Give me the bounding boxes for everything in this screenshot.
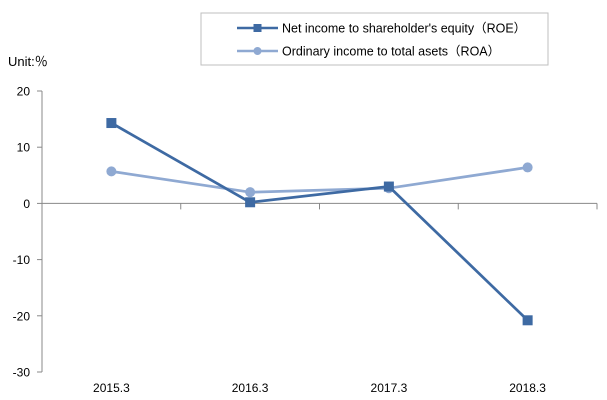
series-layer [106, 118, 533, 326]
y-tick-label: -30 [13, 366, 31, 380]
legend-roa-label: Ordinary income to total asets（ROA） [282, 45, 500, 59]
unit-label: Unit:％ [8, 54, 48, 69]
x-axis-ticks [41, 203, 598, 210]
legend-roe-label: Net income to shareholder's equity（ROE） [282, 22, 526, 36]
series-line-roa [111, 166, 528, 194]
legend-roa-marker [253, 47, 262, 55]
y-tick-label: 0 [23, 197, 30, 211]
x-tick-label-2016-3: 2016.3 [232, 381, 269, 395]
legend-roe-marker [253, 24, 262, 32]
y-tick-label: 20 [17, 85, 31, 99]
data-point-roe-2 [383, 181, 394, 192]
data-point-roe-0 [106, 118, 117, 129]
y-tick-label: -10 [13, 253, 31, 267]
data-point-roa-0 [106, 166, 117, 177]
x-tick-label-2017-3: 2017.3 [371, 381, 408, 395]
series-line-roe [110, 121, 529, 322]
data-point-roa-3 [522, 162, 533, 173]
data-point-roe-1 [245, 197, 256, 208]
data-point-roa-1 [245, 187, 256, 198]
y-axis: 20 10 0 -10 -20 -30 [13, 85, 42, 380]
y-tick-label: 10 [17, 141, 31, 155]
x-axis-labels: 2015.3 2016.3 2017.3 2018.3 [93, 381, 546, 395]
x-tick-label-2018-3: 2018.3 [509, 381, 546, 395]
legend-box [200, 12, 549, 66]
legend: Net income to shareholder's equity（ROE） … [200, 12, 549, 66]
data-point-roe-3 [522, 315, 533, 326]
x-tick-label-2015-3: 2015.3 [93, 381, 130, 395]
y-tick-label: -20 [13, 309, 31, 323]
